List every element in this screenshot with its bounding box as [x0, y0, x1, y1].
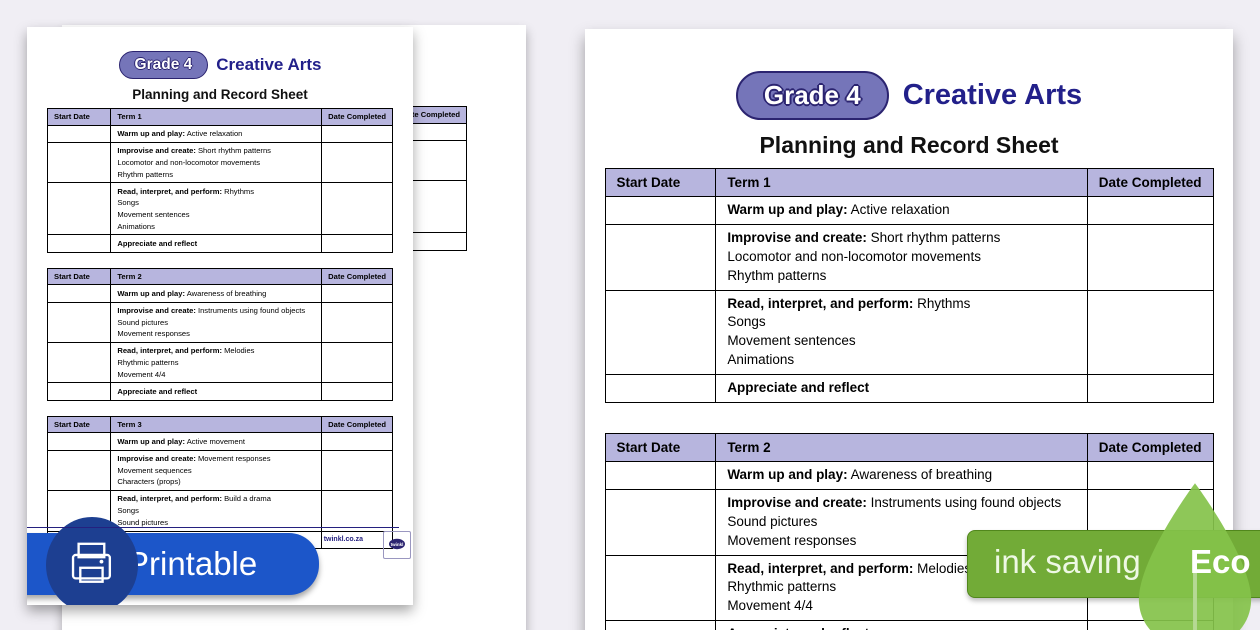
svg-text:twinkl: twinkl	[391, 542, 404, 547]
